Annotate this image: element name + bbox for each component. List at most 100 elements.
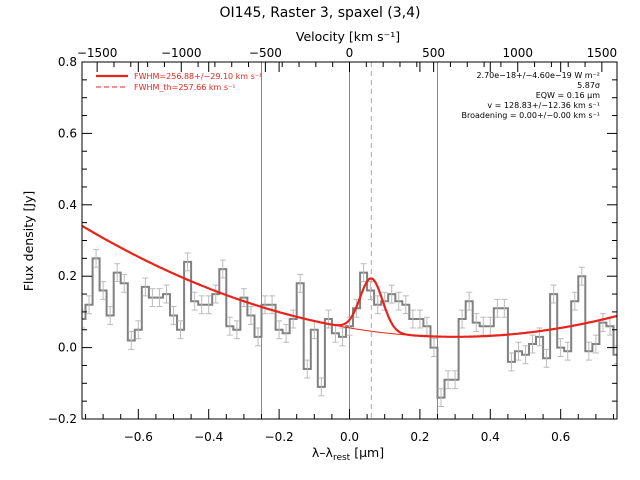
legend-label-0: FWHM=256.88+/−29.10 km s⁻¹ bbox=[134, 72, 262, 81]
legend: FWHM=256.88+/−29.10 km s⁻¹ FWHM_th=257.66… bbox=[96, 72, 262, 92]
error-bar bbox=[501, 298, 508, 318]
error-bar bbox=[571, 291, 578, 311]
error-bar bbox=[100, 281, 107, 300]
v-tick-label: −500 bbox=[249, 46, 282, 60]
x-tick-label: −0.4 bbox=[194, 430, 223, 444]
error-bar bbox=[473, 313, 480, 333]
v-tick-label: 1500 bbox=[587, 46, 618, 60]
x-tick-label: −0.2 bbox=[265, 430, 294, 444]
error-bar bbox=[205, 295, 212, 315]
error-bar bbox=[198, 295, 205, 315]
error-bar bbox=[177, 320, 184, 340]
error-bar bbox=[614, 345, 617, 365]
error-bar bbox=[409, 309, 416, 329]
error-bar bbox=[592, 334, 599, 354]
error-bar bbox=[452, 370, 459, 390]
y-tick-label: 0.6 bbox=[58, 126, 77, 140]
error-bar bbox=[578, 266, 585, 286]
fit-annotation-1: 5.87σ bbox=[577, 81, 600, 90]
error-bar bbox=[262, 295, 269, 315]
error-bar bbox=[121, 273, 128, 293]
y-tick-label: 0.0 bbox=[58, 341, 77, 355]
fit-annotation-3: v = 128.83+/−12.36 km s⁻¹ bbox=[487, 101, 600, 110]
error-bar bbox=[247, 306, 254, 325]
x-axis-label-main: λ–λ bbox=[312, 445, 334, 460]
plot-area bbox=[82, 62, 617, 419]
error-bar bbox=[156, 288, 163, 308]
y-tick-label: 0.4 bbox=[58, 198, 77, 212]
x-tick-label: −0.6 bbox=[124, 430, 153, 444]
error-bar bbox=[585, 341, 592, 361]
error-bar bbox=[149, 288, 156, 308]
v-tick-label: −1000 bbox=[161, 46, 202, 60]
x-tick-label: 0.4 bbox=[481, 430, 500, 444]
error-bar bbox=[522, 345, 529, 365]
fit-annotation-4: Broadening = 0.00+/−0.00 km s⁻¹ bbox=[462, 111, 600, 120]
x-axis-label-unit: [µm] bbox=[350, 445, 384, 460]
y-tick-label: 0.8 bbox=[58, 55, 77, 69]
y-axis-label: Flux density [Jy] bbox=[21, 191, 36, 292]
v-tick-label: 1000 bbox=[502, 46, 533, 60]
error-bar bbox=[557, 338, 564, 358]
v-tick-label: 0 bbox=[346, 46, 354, 60]
error-bar bbox=[86, 295, 93, 315]
chart-title: OI145, Raster 3, spaxel (3,4) bbox=[220, 5, 421, 21]
error-bar bbox=[339, 327, 346, 347]
error-bar bbox=[395, 291, 402, 311]
error-bar bbox=[430, 338, 437, 358]
v-tick-label: 500 bbox=[422, 46, 445, 60]
error-bar bbox=[543, 348, 550, 368]
x-tick-label: 0.2 bbox=[410, 430, 429, 444]
error-bar bbox=[114, 263, 121, 283]
error-bar bbox=[515, 341, 522, 361]
error-bar bbox=[226, 316, 233, 336]
fit-annotation-2: EQW = 0.16 µm bbox=[536, 91, 600, 100]
error-bar bbox=[318, 377, 325, 397]
error-bar bbox=[163, 284, 170, 304]
fit-annotation-0: 2.70e−18+/−4.60e−19 W m⁻² bbox=[476, 71, 600, 80]
error-bar bbox=[290, 309, 297, 329]
error-bar bbox=[212, 284, 219, 304]
error-bar bbox=[508, 352, 515, 372]
error-bar bbox=[283, 323, 290, 343]
error-bar bbox=[599, 313, 606, 333]
error-bar bbox=[438, 388, 445, 408]
x-tick-label: 0.6 bbox=[551, 430, 570, 444]
axes: −0.6 −0.4 −0.2 0.0 0.2 0.4 0.6 −0.2 0.0 0.2 0.4 0.6… bbox=[48, 46, 618, 444]
error-bar bbox=[254, 327, 261, 347]
error-bar bbox=[402, 295, 409, 315]
error-bar bbox=[276, 320, 283, 340]
v-tick-label: −1500 bbox=[77, 46, 118, 60]
error-bar bbox=[107, 306, 114, 325]
error-bar bbox=[445, 370, 452, 390]
error-bar bbox=[564, 341, 571, 361]
error-bar bbox=[529, 334, 536, 354]
error-bar bbox=[191, 291, 198, 311]
error-bar bbox=[466, 291, 473, 311]
total-fit-curve bbox=[82, 224, 617, 338]
error-bar bbox=[142, 277, 149, 297]
error-bar bbox=[459, 309, 466, 329]
error-bar bbox=[416, 309, 423, 329]
error-bar bbox=[494, 298, 501, 318]
error-bar bbox=[360, 263, 367, 283]
error-bar bbox=[128, 331, 135, 350]
error-bar bbox=[82, 309, 85, 329]
x-axis-label-sub: rest bbox=[333, 453, 351, 463]
error-bar bbox=[388, 284, 395, 304]
error-bar bbox=[240, 288, 247, 308]
legend-label-1: FWHM_th=257.66 km s⁻¹ bbox=[134, 83, 235, 92]
error-bar bbox=[233, 320, 240, 340]
error-bar bbox=[550, 284, 557, 304]
y-tick-label: −0.2 bbox=[48, 412, 77, 426]
error-bar bbox=[170, 306, 177, 325]
error-bar bbox=[367, 281, 374, 300]
error-bar bbox=[304, 359, 311, 379]
error-bar bbox=[184, 252, 191, 272]
error-bar bbox=[93, 248, 100, 268]
top-axis-label: Velocity [km s⁻¹] bbox=[296, 29, 400, 44]
error-bar bbox=[374, 295, 381, 315]
error-bar bbox=[219, 259, 226, 279]
spectrum-step-line bbox=[82, 257, 617, 399]
